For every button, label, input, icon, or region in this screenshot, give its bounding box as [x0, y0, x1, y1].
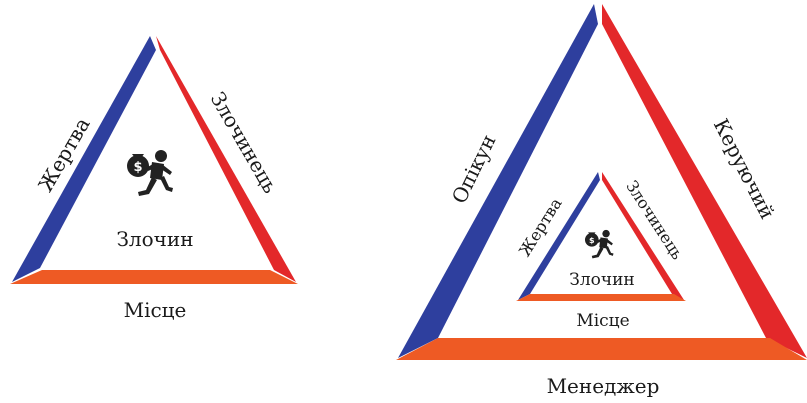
outer-triangle-right-side	[602, 4, 807, 358]
left-triangle-base-label: Місце	[124, 298, 187, 322]
outer-triangle-left-side	[398, 4, 598, 358]
inner-triangle-left-label: Жертва	[515, 194, 566, 260]
inner-running-thief-icon	[584, 229, 614, 259]
left-triangle-right-label: Злочинець	[205, 88, 282, 198]
inner-triangle-center-label: Злочин	[569, 270, 635, 290]
inner-triangle-base-label: Місце	[576, 311, 629, 331]
left-triangle-left-side	[12, 36, 156, 282]
left-triangle-right-side	[156, 36, 296, 282]
inner-triangle-left-side	[518, 172, 600, 300]
running-thief-icon	[127, 150, 173, 196]
inner-triangle-base	[516, 294, 686, 301]
inner-triangle-right-side	[602, 172, 684, 300]
right-inner-triangle: Жертва Злочинець Злочин Місце	[515, 172, 687, 331]
outer-triangle-base	[396, 338, 807, 360]
left-triangle: Жертва Злочинець Злочин Місце	[10, 36, 298, 322]
outer-triangle-right-label: Керуючий	[709, 115, 780, 223]
right-outer-triangle: Опікун Керуючий Менеджер	[396, 4, 807, 398]
left-triangle-base	[10, 270, 298, 284]
left-triangle-center-label: Злочин	[116, 227, 193, 251]
outer-triangle-base-label: Менеджер	[547, 374, 660, 398]
